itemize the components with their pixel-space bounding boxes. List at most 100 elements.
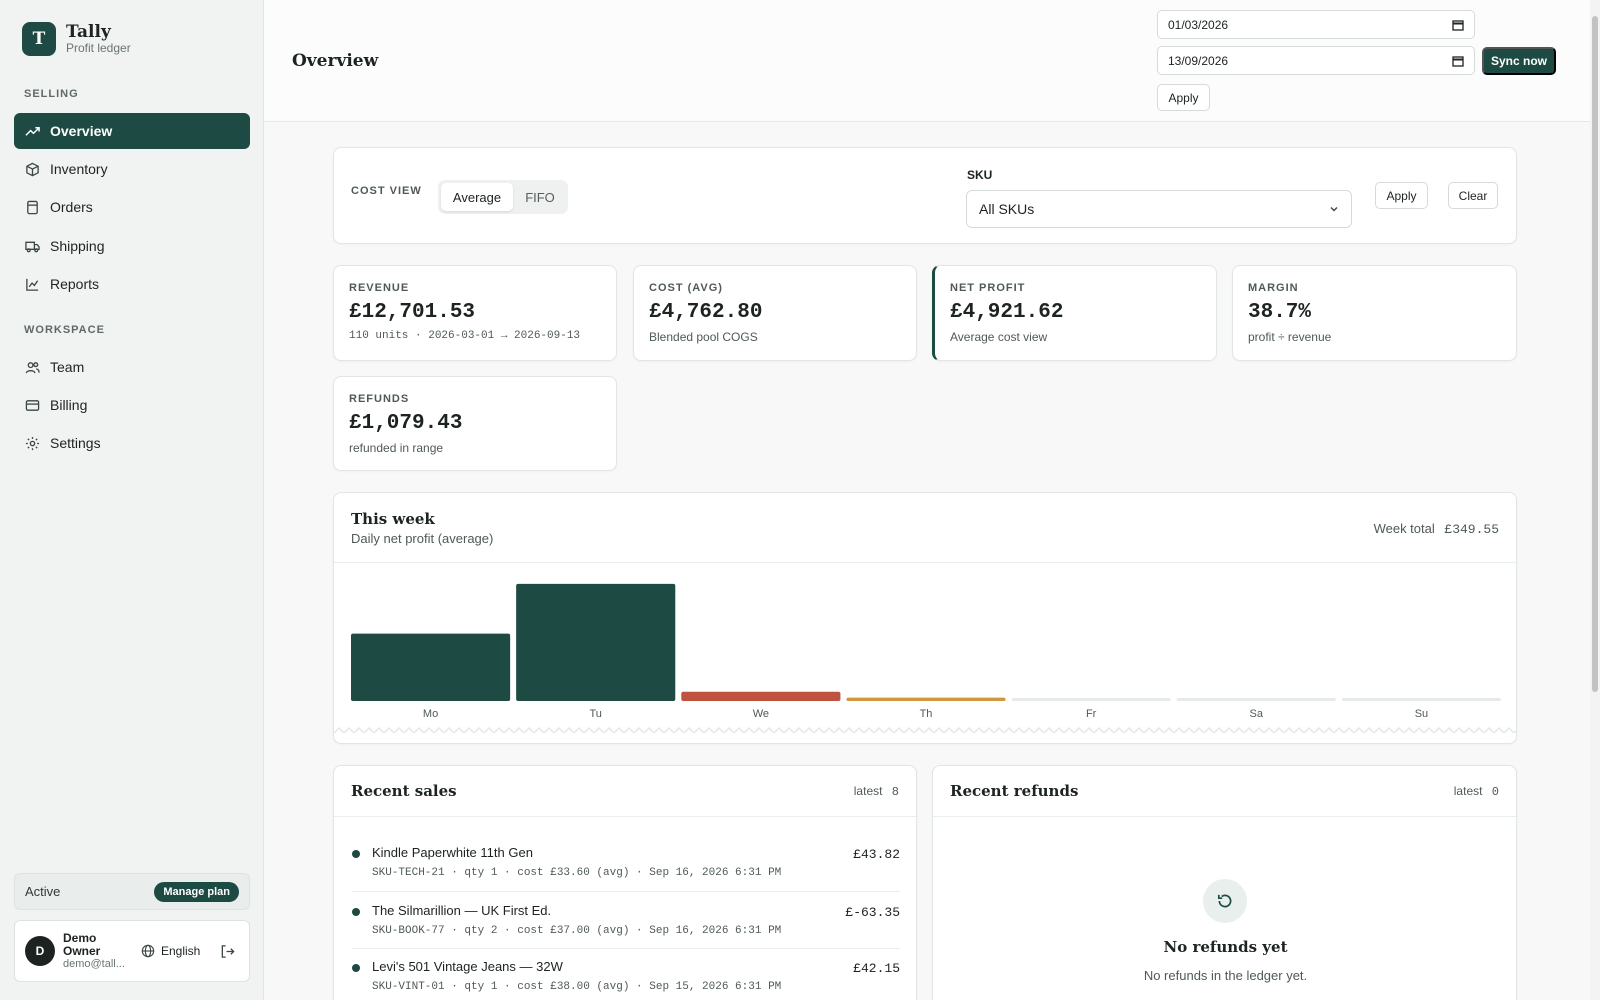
recent-refunds-latest: latest 0 (1454, 784, 1499, 799)
plan-box: Active Manage plan (14, 873, 250, 910)
week-title: This week (351, 510, 435, 528)
stat-label: MARGIN (1248, 282, 1299, 294)
gear-icon (25, 436, 40, 450)
date-to-input[interactable]: 13/09/2026 (1157, 46, 1475, 75)
latest-label: latest (853, 784, 883, 798)
truck-icon (25, 241, 40, 252)
nav-section-selling: SELLING (24, 88, 79, 100)
stat-sub: Blended pool COGS (649, 330, 758, 344)
empty-state-icon-wrap (1203, 879, 1247, 923)
users-icon (25, 361, 40, 373)
filter-card: COST VIEW Average FIFO SKU All SKUs Appl… (333, 147, 1517, 244)
cost-view-fifo[interactable]: FIFO (525, 189, 555, 205)
sku-select[interactable]: All SKUs (966, 190, 1352, 228)
bar-fr[interactable] (1011, 698, 1171, 701)
stat-card-net-profit: NET PROFIT £4,921.62 Average cost view (932, 265, 1217, 361)
brand[interactable]: T Tally Profit ledger (22, 22, 131, 56)
bar-we[interactable] (681, 691, 841, 701)
user-box: D Demo Owner demo@tall... English (14, 920, 250, 982)
date-apply-button[interactable]: Apply (1157, 84, 1210, 111)
sidebar-item-label: Overview (50, 123, 113, 139)
status-dot (352, 964, 360, 972)
page-scrollbar[interactable] (1590, 0, 1600, 1000)
brand-name: Tally (66, 22, 111, 42)
sidebar-item-label: Orders (50, 199, 93, 215)
list-item[interactable]: Kindle Paperwhite 11th Gen SKU-TECH-21 ·… (334, 838, 916, 895)
stat-value: £12,701.53 (349, 301, 476, 324)
refunds-header-divider (933, 816, 1516, 817)
week-chart-card: This week Daily net profit (average) Wee… (333, 492, 1517, 744)
filter-clear-button[interactable]: Clear (1448, 182, 1498, 209)
empty-state-title: No refunds yet (1163, 938, 1288, 956)
filter-apply-button[interactable]: Apply (1375, 182, 1428, 209)
sidebar-item-settings[interactable]: Settings (14, 425, 250, 461)
calendar-icon[interactable] (1452, 55, 1464, 67)
sidebar-item-overview[interactable]: Overview (14, 113, 250, 149)
sidebar: T Tally Profit ledger SELLING Overview I… (0, 0, 264, 1000)
avatar[interactable]: D (25, 936, 55, 966)
date-from-input[interactable]: 01/03/2026 (1157, 10, 1475, 39)
chart-divider (334, 562, 1516, 563)
sidebar-item-label: Inventory (50, 161, 108, 177)
latest-count: 0 (1491, 785, 1499, 799)
sku-select-value: All SKUs (979, 201, 1035, 217)
list-item[interactable]: Levi's 501 Vintage Jeans — 32W SKU-VINT-… (334, 952, 916, 1000)
stat-sub: profit ÷ revenue (1248, 330, 1332, 344)
bar-mo[interactable] (351, 633, 511, 701)
sale-title: The Silmarillion — UK First Ed. (372, 903, 552, 918)
stat-label: REVENUE (349, 282, 410, 294)
bar-th[interactable] (846, 697, 1006, 701)
week-total: Week total £349.55 (1374, 521, 1499, 537)
bar-tu[interactable] (516, 583, 676, 701)
sidebar-item-billing[interactable]: Billing (14, 387, 250, 423)
latest-count: 8 (891, 785, 899, 799)
sidebar-item-inventory[interactable]: Inventory (14, 151, 250, 187)
chevron-down-icon (1330, 207, 1338, 212)
sidebar-item-label: Team (50, 359, 85, 375)
calendar-icon[interactable] (1452, 19, 1464, 31)
bar-su[interactable] (1341, 698, 1501, 701)
sidebar-item-reports[interactable]: Reports (14, 266, 250, 302)
stat-value: 38.7% (1248, 301, 1312, 324)
receipt-icon (27, 200, 38, 214)
x-tick-label: Th (920, 708, 933, 720)
chart-line-icon (26, 278, 39, 291)
logout-icon[interactable] (220, 944, 235, 959)
cost-view-average[interactable]: Average (441, 183, 513, 211)
list-item[interactable]: The Silmarillion — UK First Ed. SKU-BOOK… (334, 896, 916, 953)
chart-edge-decoration (334, 726, 1516, 733)
brand-subtitle: Profit ledger (66, 41, 131, 55)
nav-section-workspace: WORKSPACE (24, 324, 105, 336)
sidebar-item-label: Reports (50, 276, 100, 292)
recent-sales-title: Recent sales (351, 782, 457, 800)
sidebar-item-team[interactable]: Team (14, 349, 250, 385)
row-divider (352, 891, 900, 892)
cost-view-label: COST VIEW (351, 185, 422, 197)
sku-label: SKU (967, 168, 993, 182)
sidebar-item-shipping[interactable]: Shipping (14, 228, 250, 264)
stat-card-refunds: REFUNDS £1,079.43 refunded in range (333, 376, 617, 471)
sale-amount: £42.15 (853, 961, 900, 976)
manage-plan-button[interactable]: Manage plan (154, 881, 239, 902)
row-divider (352, 948, 900, 949)
box-icon (26, 162, 39, 176)
sync-now-button[interactable]: Sync now (1482, 47, 1556, 75)
sidebar-item-label: Settings (50, 435, 101, 451)
credit-card-icon (25, 399, 40, 411)
scrollbar-thumb[interactable] (1592, 16, 1598, 692)
stat-card-cost: COST (AVG) £4,762.80 Blended pool COGS (633, 265, 917, 361)
sidebar-item-orders[interactable]: Orders (14, 189, 250, 225)
recent-refunds-title: Recent refunds (950, 782, 1079, 800)
x-tick-label: Mo (423, 708, 438, 720)
sale-title: Kindle Paperwhite 11th Gen (372, 845, 533, 860)
recent-sales-latest: latest 8 (854, 784, 899, 799)
stat-sub: 110 units · 2026-03-01 → 2026-09-13 (349, 330, 581, 342)
sale-amount: £43.82 (853, 847, 900, 862)
user-email: demo@tall... (63, 958, 125, 970)
cost-view-toggle: Average FIFO (438, 180, 568, 214)
recent-refunds-card: Recent refunds latest 0 No refunds yet N… (932, 765, 1517, 1000)
x-tick-label: Sa (1250, 708, 1264, 720)
stat-value: £4,762.80 (649, 301, 763, 324)
bar-sa[interactable] (1176, 698, 1336, 701)
language-switcher[interactable]: English (141, 944, 200, 958)
